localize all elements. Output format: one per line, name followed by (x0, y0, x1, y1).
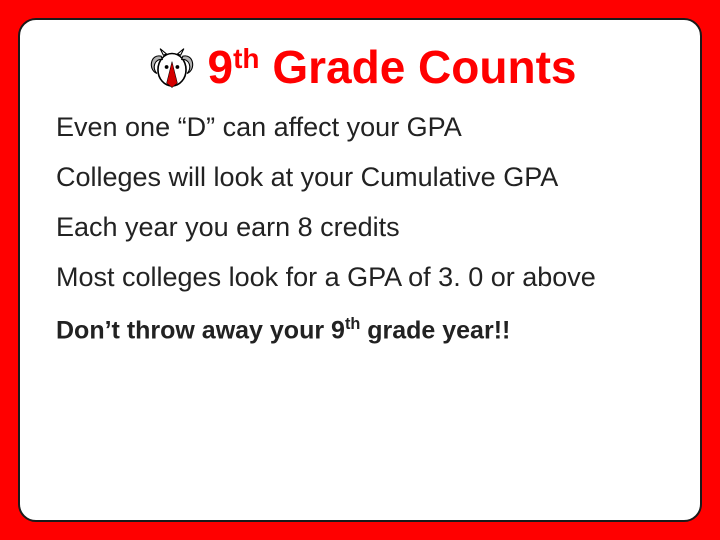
bullet-item: Colleges will look at your Cumulative GP… (56, 162, 670, 194)
title-row: 9th Grade Counts (50, 40, 670, 94)
closing-prefix: Don’t throw away your 9 (56, 317, 345, 345)
bullet-list: Even one “D” can affect your GPA College… (50, 112, 670, 346)
bullet-item: Even one “D” can affect your GPA (56, 112, 670, 144)
bullet-item: Most colleges look for a GPA of 3. 0 or … (56, 262, 670, 294)
bullet-item: Each year you earn 8 credits (56, 212, 670, 244)
closing-line: Don’t throw away your 9th grade year!! (56, 315, 670, 346)
slide-title: 9th Grade Counts (208, 42, 577, 93)
title-ordinal: th (233, 43, 259, 74)
title-number: 9 (208, 41, 234, 93)
ram-mascot-icon (144, 40, 200, 94)
slide-panel: 9th Grade Counts Even one “D” can affect… (18, 18, 702, 522)
closing-ordinal: th (345, 315, 360, 333)
title-rest: Grade Counts (260, 41, 577, 93)
closing-suffix: grade year!! (360, 317, 510, 345)
